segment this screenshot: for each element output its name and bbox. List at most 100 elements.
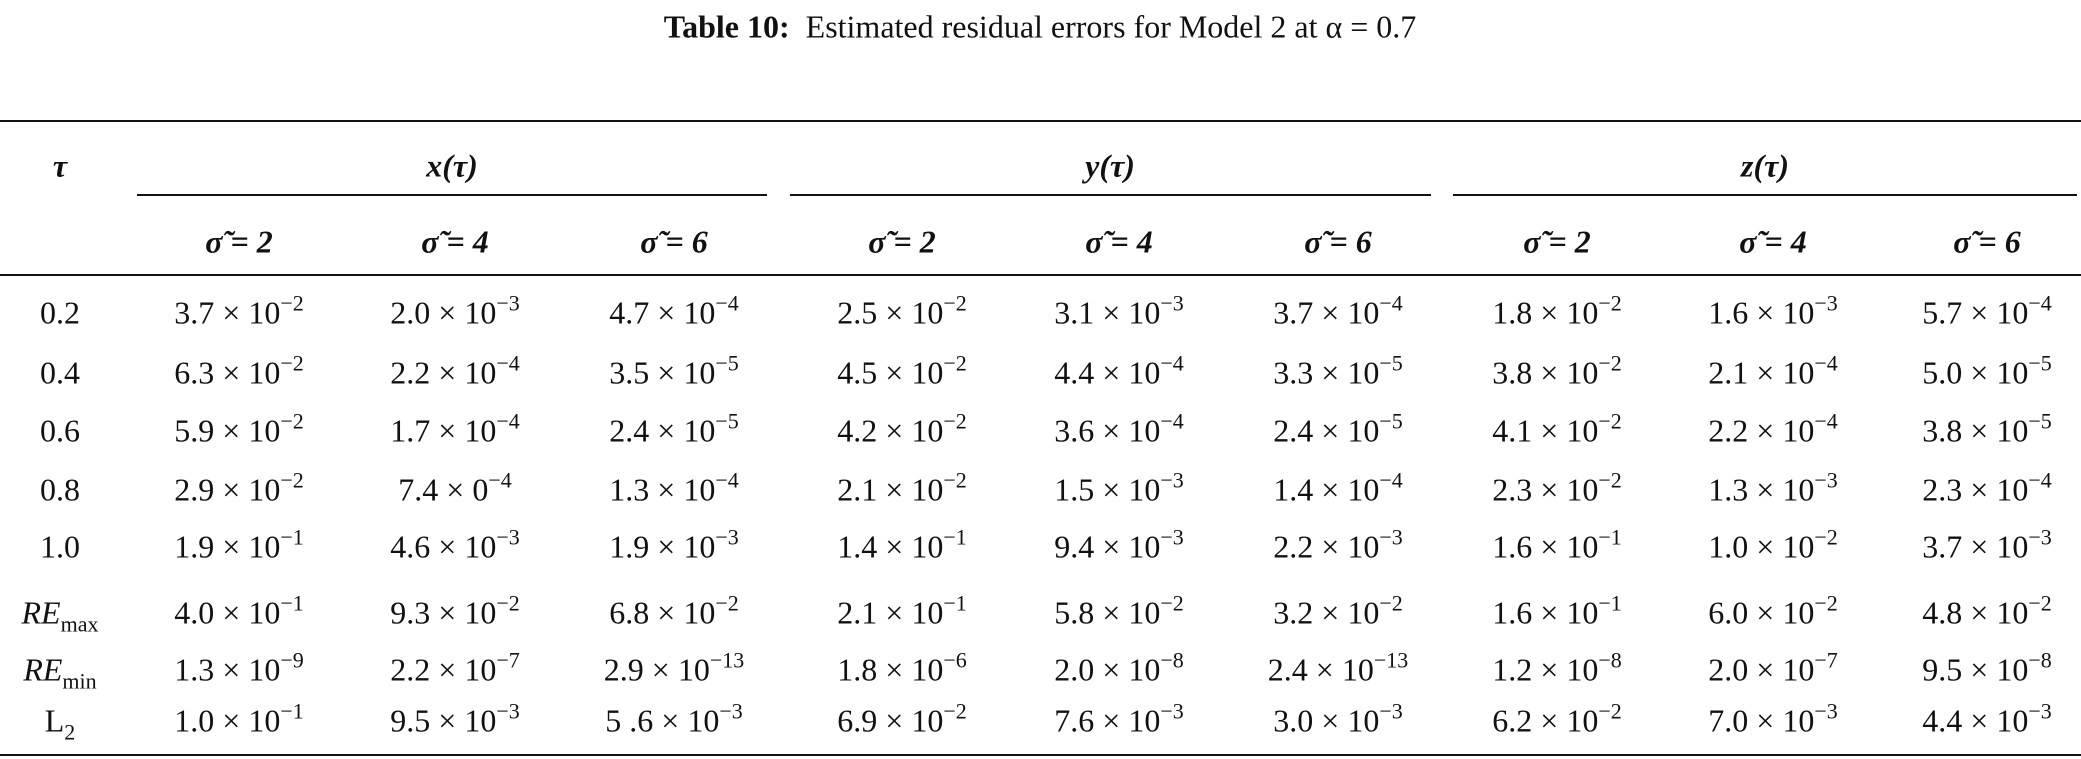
top-rule bbox=[0, 120, 2081, 122]
cell-base: 6.3 × 10 bbox=[174, 354, 281, 391]
row-label-base: 1.0 bbox=[40, 528, 80, 565]
cell: 2.4 × 10−13 bbox=[1268, 649, 1408, 689]
cell-exponent: −2 bbox=[1814, 524, 1838, 550]
cell: 4.1 × 10−2 bbox=[1492, 410, 1621, 450]
cell-base: 5.8 × 10 bbox=[1054, 594, 1161, 631]
cell-base: 2.5 × 10 bbox=[837, 294, 944, 331]
cell: 1.7 × 10−4 bbox=[390, 410, 519, 450]
cell-base: 2.9 × 10 bbox=[603, 651, 710, 688]
cell-exponent: −5 bbox=[715, 350, 739, 376]
cell-base: 1.6 × 10 bbox=[1708, 294, 1815, 331]
cell-base: 1.8 × 10 bbox=[837, 651, 944, 688]
cell: 4.4 × 10−3 bbox=[1922, 700, 2051, 740]
cell-exponent: −2 bbox=[496, 590, 520, 616]
cell-base: 3.3 × 10 bbox=[1273, 354, 1380, 391]
cell-exponent: −2 bbox=[280, 290, 304, 316]
cell: 3.3 × 10−5 bbox=[1273, 352, 1402, 392]
cell-exponent: −3 bbox=[1814, 698, 1838, 724]
row-label: REmax bbox=[21, 594, 99, 636]
row-label: 0.4 bbox=[40, 355, 80, 392]
cell-exponent: −2 bbox=[280, 350, 304, 376]
cell-exponent: −2 bbox=[280, 408, 304, 434]
cell: 3.1 × 10−3 bbox=[1054, 292, 1183, 332]
cell-exponent: −2 bbox=[280, 467, 304, 493]
cell: 9.5 × 10−3 bbox=[390, 700, 519, 740]
row-label-base: 0.6 bbox=[40, 412, 80, 449]
cell: 2.1 × 10−1 bbox=[837, 592, 966, 632]
cell-exponent: −2 bbox=[1598, 467, 1622, 493]
cell-base: 3.5 × 10 bbox=[609, 354, 716, 391]
cell-base: 4.4 × 10 bbox=[1922, 702, 2029, 739]
cell: 5.8 × 10−2 bbox=[1054, 592, 1183, 632]
cell-base: 4.8 × 10 bbox=[1922, 594, 2029, 631]
column-header: σ̃ = 2 bbox=[1523, 223, 1591, 260]
cell-base: 3.0 × 10 bbox=[1273, 702, 1380, 739]
cell: 1.3 × 10−4 bbox=[609, 469, 738, 509]
cell-base: 3.1 × 10 bbox=[1054, 294, 1161, 331]
row-label-sub: max bbox=[60, 611, 99, 637]
cell-base: 9.5 × 10 bbox=[1922, 651, 2029, 688]
group-rule bbox=[1453, 194, 2077, 196]
cell-base: 3.7 × 10 bbox=[174, 294, 281, 331]
cell-base: 5.9 × 10 bbox=[174, 412, 281, 449]
cell: 3.6 × 10−4 bbox=[1054, 410, 1183, 450]
cell-exponent: −2 bbox=[943, 698, 967, 724]
cell-exponent: −3 bbox=[496, 524, 520, 550]
group-header: z(τ) bbox=[1741, 147, 1789, 184]
group-rule bbox=[790, 194, 1431, 196]
cell-exponent: −3 bbox=[1814, 290, 1838, 316]
cell-exponent: −2 bbox=[1379, 590, 1403, 616]
cell-exponent: −3 bbox=[1814, 467, 1838, 493]
cell-exponent: −5 bbox=[2028, 408, 2052, 434]
cell: 6.3 × 10−2 bbox=[174, 352, 303, 392]
cell-base: 2.0 × 10 bbox=[1054, 651, 1161, 688]
cell-exponent: −4 bbox=[2028, 467, 2052, 493]
cell-base: 2.4 × 10 bbox=[609, 412, 716, 449]
row-label-base: RE bbox=[21, 594, 61, 631]
cell-exponent: −1 bbox=[280, 524, 304, 550]
cell-exponent: −13 bbox=[1373, 647, 1409, 673]
cell-exponent: −4 bbox=[715, 467, 739, 493]
column-header: σ̃ = 2 bbox=[205, 223, 273, 260]
cell-base: 2.2 × 10 bbox=[1273, 528, 1380, 565]
cell-exponent: −2 bbox=[1814, 590, 1838, 616]
cell-exponent: −3 bbox=[496, 698, 520, 724]
cell-base: 2.2 × 10 bbox=[1708, 412, 1815, 449]
cell: 3.7 × 10−2 bbox=[174, 292, 303, 332]
cell-exponent: −4 bbox=[496, 408, 520, 434]
cell: 1.0 × 10−2 bbox=[1708, 526, 1837, 566]
cell: 7.0 × 10−3 bbox=[1708, 700, 1837, 740]
cell: 2.3 × 10−4 bbox=[1922, 469, 2051, 509]
cell-base: 4.0 × 10 bbox=[174, 594, 281, 631]
cell: 1.9 × 10−1 bbox=[174, 526, 303, 566]
cell: 1.9 × 10−3 bbox=[609, 526, 738, 566]
cell-base: 7.6 × 10 bbox=[1054, 702, 1161, 739]
cell-base: 1.3 × 10 bbox=[1708, 471, 1815, 508]
cell-exponent: −2 bbox=[1598, 698, 1622, 724]
cell-exponent: −3 bbox=[1160, 467, 1184, 493]
cell: 7.6 × 10−3 bbox=[1054, 700, 1183, 740]
column-header: σ̃ = 6 bbox=[1953, 223, 2021, 260]
cell-base: 1.4 × 10 bbox=[837, 528, 944, 565]
cell-exponent: −1 bbox=[1598, 524, 1622, 550]
cell-base: 4.7 × 10 bbox=[609, 294, 716, 331]
cell-exponent: −3 bbox=[1160, 524, 1184, 550]
cell-base: 5.0 × 10 bbox=[1922, 354, 2029, 391]
cell-exponent: −4 bbox=[1814, 350, 1838, 376]
cell: 6.2 × 10−2 bbox=[1492, 700, 1621, 740]
cell-base: 6.0 × 10 bbox=[1708, 594, 1815, 631]
cell: 4.4 × 10−4 bbox=[1054, 352, 1183, 392]
cell: 2.5 × 10−2 bbox=[837, 292, 966, 332]
row-label: 1.0 bbox=[40, 529, 80, 566]
cell-base: 2.1 × 10 bbox=[837, 471, 944, 508]
cell-exponent: −3 bbox=[715, 524, 739, 550]
cell-base: 6.9 × 10 bbox=[837, 702, 944, 739]
cell-exponent: −5 bbox=[2028, 350, 2052, 376]
cell-base: 4.4 × 10 bbox=[1054, 354, 1161, 391]
cell-base: 1.6 × 10 bbox=[1492, 594, 1599, 631]
cell-base: 3.7 × 10 bbox=[1922, 528, 2029, 565]
cell-base: 2.0 × 10 bbox=[1708, 651, 1815, 688]
cell: 2.2 × 10−4 bbox=[1708, 410, 1837, 450]
cell-exponent: −8 bbox=[1160, 647, 1184, 673]
